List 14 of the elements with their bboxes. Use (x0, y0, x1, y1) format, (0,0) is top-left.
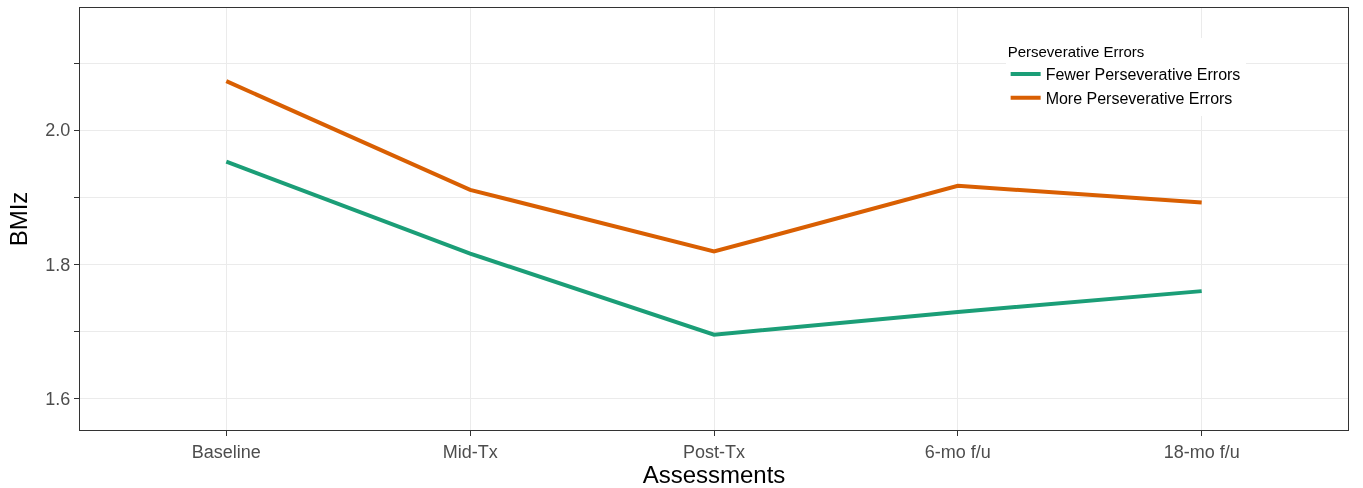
legend-label: Fewer Perseverative Errors (1045, 66, 1241, 84)
legend-label: More Perseverative Errors (1045, 89, 1233, 107)
x-axis-title: Assessments (642, 461, 786, 488)
x-tick-label: 18-mo f/u (1163, 441, 1240, 462)
x-tick-label: Mid-Tx (442, 441, 498, 462)
line-series (224, 159, 1204, 337)
y-axis-title: BMIz (5, 191, 33, 247)
y-tick-label: 2.0 (45, 120, 71, 141)
y-tick-label: 1.8 (45, 254, 71, 275)
x-tick-label: Post-Tx (682, 441, 746, 462)
x-tick-label: 6-mo f/u (924, 441, 991, 462)
x-tick-label: Baseline (191, 441, 261, 462)
legend-title: Perseverative Errors (1007, 43, 1145, 61)
y-tick-label: 1.6 (45, 388, 71, 409)
